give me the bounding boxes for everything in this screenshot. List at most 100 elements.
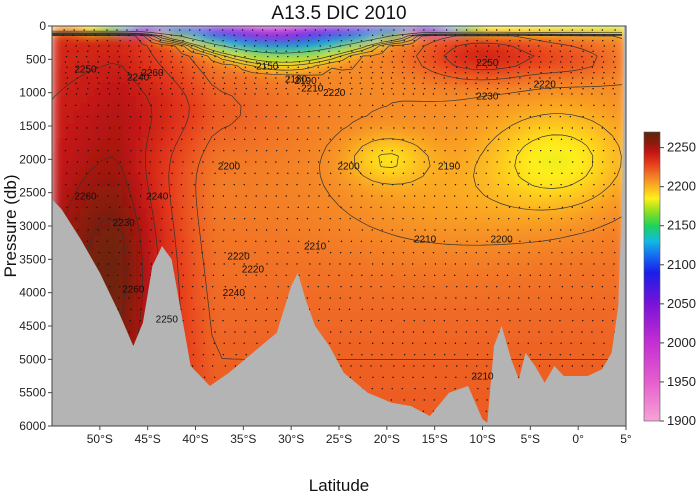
field-cell [493, 61, 501, 69]
field-cell [73, 152, 81, 160]
field-cell [465, 26, 473, 34]
field-cell [178, 54, 186, 62]
field-cell [570, 355, 578, 363]
field-cell [388, 194, 396, 202]
field-cell [185, 166, 193, 174]
field-cell [374, 40, 382, 48]
field-cell [87, 26, 95, 34]
field-cell [444, 33, 452, 41]
field-cell [479, 271, 487, 279]
field-cell [402, 369, 410, 377]
field-cell [395, 222, 403, 230]
field-cell [213, 208, 221, 216]
field-cell [486, 348, 494, 356]
field-cell [87, 187, 95, 195]
field-cell [122, 250, 130, 258]
field-cell [353, 236, 361, 244]
field-cell [577, 75, 585, 83]
field-cell [360, 159, 368, 167]
field-cell [108, 257, 116, 265]
field-cell [192, 222, 200, 230]
field-cell [374, 222, 382, 230]
field-cell [199, 201, 207, 209]
field-cell [150, 68, 158, 76]
sample-point [85, 172, 88, 175]
field-cell [136, 40, 144, 48]
field-cell [353, 117, 361, 125]
field-cell [234, 145, 242, 153]
field-cell [584, 124, 592, 132]
field-cell [185, 334, 193, 342]
sample-point [108, 138, 110, 141]
field-cell [486, 40, 494, 48]
field-cell [444, 341, 452, 349]
field-cell [535, 362, 543, 370]
field-cell [416, 187, 424, 195]
field-cell [479, 47, 487, 55]
field-cell [493, 334, 501, 342]
field-cell [164, 40, 172, 48]
field-cell [311, 299, 319, 307]
field-cell [339, 61, 347, 69]
field-cell [395, 334, 403, 342]
field-cell [269, 82, 277, 90]
field-cell [129, 152, 137, 160]
field-cell [612, 159, 620, 167]
field-cell [206, 152, 214, 160]
field-cell [416, 306, 424, 314]
field-cell [325, 341, 333, 349]
field-cell [115, 89, 123, 97]
field-cell [318, 320, 326, 328]
field-cell [598, 131, 606, 139]
field-cell [388, 334, 396, 342]
field-cell [220, 180, 228, 188]
field-cell [451, 208, 459, 216]
field-cell [605, 173, 613, 181]
field-cell [129, 26, 137, 34]
field-cell [178, 110, 186, 118]
sample-point [86, 77, 89, 79]
field-cell [115, 243, 123, 251]
field-cell [591, 166, 599, 174]
field-cell [423, 222, 431, 230]
field-cell [199, 292, 207, 300]
field-cell [430, 194, 438, 202]
field-cell [185, 89, 193, 97]
field-cell [248, 145, 256, 153]
field-cell [122, 33, 130, 41]
field-cell [486, 103, 494, 111]
field-cell [297, 187, 305, 195]
field-cell [542, 110, 550, 118]
field-cell [472, 89, 480, 97]
field-cell [500, 61, 508, 69]
field-cell [528, 243, 536, 251]
field-cell [276, 201, 284, 209]
field-cell [514, 334, 522, 342]
field-cell [192, 96, 200, 104]
field-cell [241, 26, 249, 34]
field-cell [542, 313, 550, 321]
field-cell [339, 47, 347, 55]
field-cell [199, 117, 207, 125]
field-cell [402, 124, 410, 132]
field-cell [381, 278, 389, 286]
field-cell [108, 194, 116, 202]
field-cell [507, 131, 515, 139]
field-cell [549, 54, 557, 62]
field-cell [381, 173, 389, 181]
field-cell [290, 131, 298, 139]
field-cell [591, 201, 599, 209]
field-cell [360, 243, 368, 251]
field-cell [136, 229, 144, 237]
field-cell [563, 208, 571, 216]
field-cell [52, 47, 60, 55]
field-cell [171, 54, 179, 62]
field-cell [332, 243, 340, 251]
field-cell [276, 187, 284, 195]
field-cell [556, 306, 564, 314]
field-cell [311, 33, 319, 41]
field-cell [339, 187, 347, 195]
field-cell [563, 369, 571, 377]
field-cell [521, 334, 529, 342]
field-cell [276, 145, 284, 153]
